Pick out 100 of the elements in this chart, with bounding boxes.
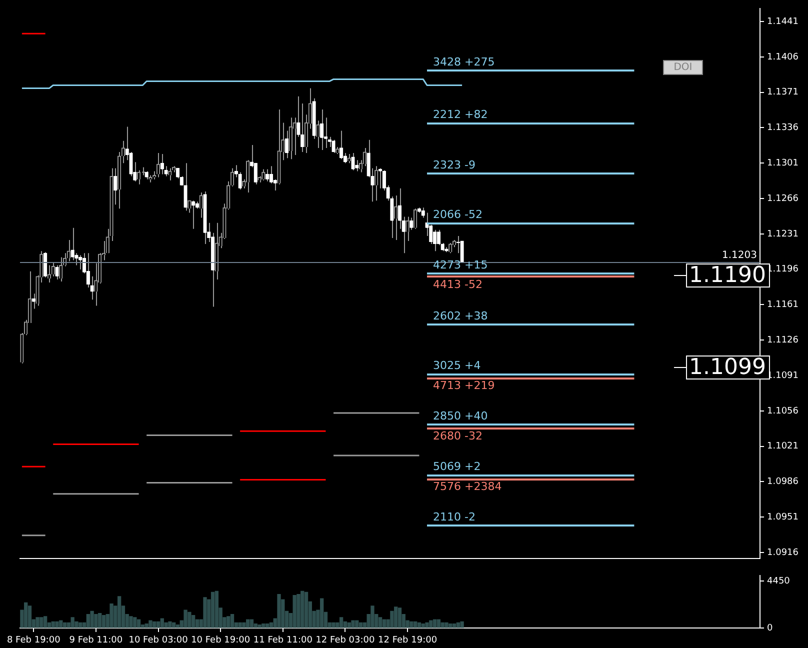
- bar: [378, 617, 382, 628]
- bar: [432, 619, 437, 628]
- candlestick: [460, 240, 464, 262]
- ref-line-label: 1.1203: [722, 250, 757, 262]
- bar: [456, 622, 460, 628]
- annotation: 4273 +15: [433, 258, 488, 272]
- bar: [62, 622, 67, 628]
- candlestick: [184, 162, 188, 212]
- annotation: 2680 -32: [433, 429, 482, 442]
- annotation: 2602 +38: [433, 309, 488, 322]
- bar: [304, 592, 308, 628]
- bar: [230, 614, 234, 628]
- y-tick-label: 1.1021: [767, 442, 798, 452]
- x-tick-label: 10 Feb 19:00: [191, 636, 250, 646]
- bar: [102, 615, 106, 628]
- candlestick: [70, 227, 74, 261]
- bar: [226, 616, 230, 628]
- bar: [188, 612, 192, 628]
- y-tick-label: 4450: [767, 576, 790, 587]
- bar: [214, 590, 219, 628]
- bar: [78, 622, 82, 628]
- bar: [452, 623, 456, 628]
- annotation: 3428 +275: [433, 55, 495, 68]
- candlestick: [262, 168, 266, 181]
- bar: [421, 623, 425, 628]
- bar: [117, 596, 122, 628]
- y-tick-label: 0: [767, 623, 773, 634]
- ref-line-label: 1.1190: [689, 263, 766, 288]
- y-tick-label: 1.1231: [767, 229, 798, 240]
- candlestick: [168, 168, 172, 181]
- bar: [296, 594, 300, 628]
- candlestick: [59, 256, 63, 282]
- y-tick-label: 1.1056: [767, 406, 799, 416]
- bar: [410, 621, 414, 628]
- bar: [460, 621, 464, 628]
- bar: [70, 617, 74, 628]
- bar: [320, 598, 324, 628]
- bar: [184, 610, 188, 628]
- candlestick: [191, 200, 196, 230]
- y-tick-label: 1.0986: [767, 477, 799, 488]
- button: DOI: [663, 60, 703, 75]
- x-tick-label: 12 Feb 03:00: [316, 636, 376, 646]
- bar: [258, 624, 262, 628]
- annotation: 4413 -52: [433, 278, 482, 291]
- bar: [191, 615, 196, 628]
- bar: [436, 619, 441, 628]
- annotation: 7576 +2384: [433, 480, 502, 494]
- y-tick-label: 1.1336: [767, 123, 799, 134]
- bar: [292, 595, 296, 628]
- bar: [339, 617, 344, 628]
- bar: [176, 624, 180, 628]
- ref-line-label: 1.1099: [689, 355, 766, 380]
- bar: [413, 621, 418, 628]
- bar: [210, 592, 215, 628]
- candlestick: [339, 130, 344, 160]
- bar: [51, 621, 55, 628]
- bar: [160, 618, 164, 628]
- bar: [417, 622, 422, 628]
- bar: [277, 594, 281, 628]
- bar: [300, 590, 304, 628]
- candlestick: [436, 229, 441, 246]
- annotation: 2212 +82: [433, 108, 488, 122]
- bar: [262, 623, 266, 628]
- annotation: 4713 +219: [433, 378, 495, 392]
- bar: [265, 623, 270, 628]
- candlestick: [432, 229, 437, 252]
- bar: [370, 606, 374, 628]
- candlestick: [448, 242, 452, 254]
- bar: [152, 621, 156, 628]
- y-tick-label: 1.0916: [767, 548, 799, 558]
- x-tick-label: 10 Feb 03:00: [128, 636, 188, 646]
- bar: [203, 597, 207, 628]
- bar: [195, 619, 200, 628]
- bar: [168, 621, 172, 628]
- bar: [28, 606, 32, 628]
- bar: [86, 614, 90, 628]
- annotation: 2323 -9: [433, 158, 476, 172]
- bar: [24, 602, 28, 628]
- bar: [440, 622, 444, 628]
- bar: [254, 623, 258, 628]
- bar: [246, 619, 250, 628]
- candlestick: [86, 252, 90, 288]
- bar: [429, 620, 433, 628]
- y-tick-label: 1.1126: [767, 335, 799, 346]
- bar: [358, 622, 363, 628]
- candlestick: [351, 152, 355, 171]
- bar: [444, 622, 448, 628]
- candlestick: [55, 264, 59, 280]
- bar: [390, 610, 394, 628]
- bar: [347, 622, 351, 628]
- y-tick-label: 1.1266: [767, 194, 799, 204]
- candlestick: [292, 117, 296, 156]
- bar: [448, 623, 452, 628]
- bar: [242, 622, 246, 628]
- bar: [250, 619, 254, 628]
- bar: [74, 621, 78, 628]
- x-tick-label: 8 Feb 19:00: [6, 636, 61, 646]
- candlestick: [199, 192, 203, 218]
- annotation: 2110 -2: [433, 510, 476, 524]
- bar: [351, 620, 355, 628]
